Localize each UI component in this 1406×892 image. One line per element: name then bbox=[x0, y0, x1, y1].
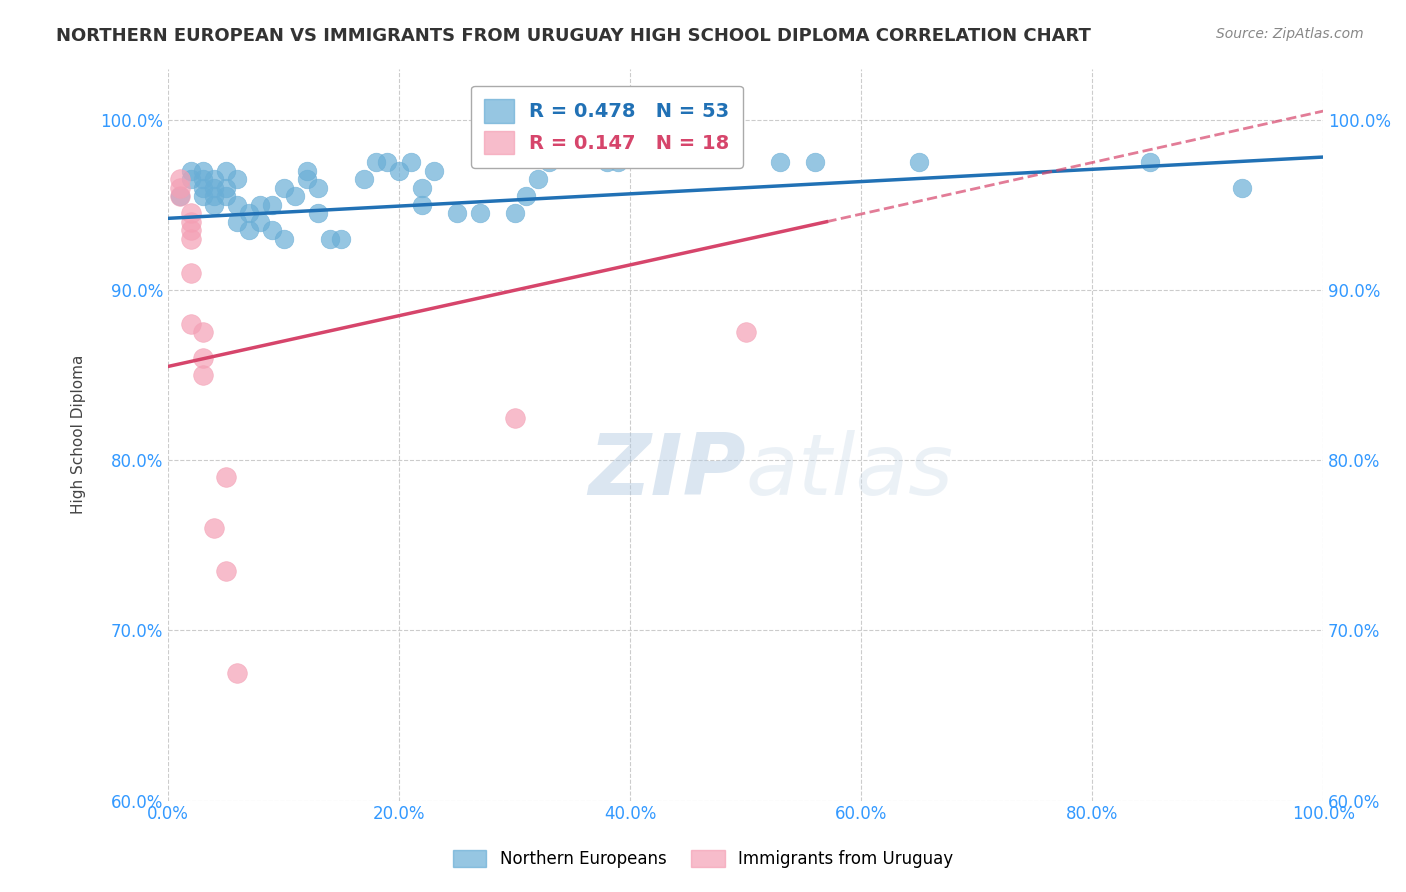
Point bbox=[238, 223, 260, 237]
Point bbox=[607, 155, 630, 169]
Point bbox=[180, 223, 202, 237]
Point bbox=[307, 206, 329, 220]
Point bbox=[538, 155, 561, 169]
Point bbox=[377, 155, 399, 169]
Point bbox=[191, 368, 214, 382]
Point bbox=[191, 163, 214, 178]
Point bbox=[399, 155, 422, 169]
Point bbox=[180, 232, 202, 246]
Point bbox=[411, 198, 433, 212]
Point bbox=[202, 180, 225, 194]
Point bbox=[353, 172, 375, 186]
Point bbox=[273, 180, 295, 194]
Point bbox=[215, 564, 238, 578]
Point bbox=[411, 180, 433, 194]
Point bbox=[284, 189, 307, 203]
Point bbox=[388, 163, 411, 178]
Point bbox=[249, 198, 271, 212]
Point bbox=[191, 189, 214, 203]
Point bbox=[180, 172, 202, 186]
Point bbox=[422, 163, 444, 178]
Point bbox=[238, 206, 260, 220]
Point bbox=[169, 189, 191, 203]
Point bbox=[191, 351, 214, 365]
Point bbox=[596, 155, 619, 169]
Point bbox=[260, 198, 283, 212]
Point bbox=[446, 206, 468, 220]
Point bbox=[468, 206, 491, 220]
Point bbox=[273, 232, 295, 246]
Point bbox=[202, 172, 225, 186]
Point bbox=[226, 665, 249, 680]
Text: ZIP: ZIP bbox=[588, 430, 745, 513]
Legend: R = 0.478   N = 53, R = 0.147   N = 18: R = 0.478 N = 53, R = 0.147 N = 18 bbox=[471, 86, 742, 168]
Point bbox=[295, 172, 318, 186]
Point bbox=[526, 172, 548, 186]
Point bbox=[226, 198, 249, 212]
Point bbox=[215, 470, 238, 484]
Point bbox=[226, 172, 249, 186]
Text: Source: ZipAtlas.com: Source: ZipAtlas.com bbox=[1216, 27, 1364, 41]
Point bbox=[202, 521, 225, 535]
Point bbox=[295, 163, 318, 178]
Point bbox=[908, 155, 931, 169]
Legend: Northern Europeans, Immigrants from Uruguay: Northern Europeans, Immigrants from Urug… bbox=[446, 843, 960, 875]
Point bbox=[503, 410, 526, 425]
Point bbox=[330, 232, 353, 246]
Point bbox=[307, 180, 329, 194]
Point bbox=[226, 215, 249, 229]
Point bbox=[169, 189, 191, 203]
Point bbox=[169, 172, 191, 186]
Point bbox=[180, 206, 202, 220]
Point bbox=[364, 155, 387, 169]
Point bbox=[734, 326, 756, 340]
Y-axis label: High School Diploma: High School Diploma bbox=[72, 355, 86, 515]
Point bbox=[260, 223, 283, 237]
Point bbox=[180, 163, 202, 178]
Point bbox=[1232, 180, 1254, 194]
Point bbox=[180, 215, 202, 229]
Point bbox=[191, 172, 214, 186]
Point bbox=[503, 206, 526, 220]
Point bbox=[202, 198, 225, 212]
Point bbox=[319, 232, 342, 246]
Point bbox=[804, 155, 827, 169]
Point bbox=[249, 215, 271, 229]
Point bbox=[515, 189, 537, 203]
Point bbox=[769, 155, 792, 169]
Point bbox=[1139, 155, 1161, 169]
Point bbox=[191, 326, 214, 340]
Point bbox=[180, 266, 202, 280]
Point bbox=[215, 163, 238, 178]
Point bbox=[202, 189, 225, 203]
Point bbox=[215, 189, 238, 203]
Text: atlas: atlas bbox=[745, 430, 953, 513]
Point bbox=[191, 180, 214, 194]
Point bbox=[180, 317, 202, 331]
Point bbox=[215, 180, 238, 194]
Point bbox=[169, 180, 191, 194]
Text: NORTHERN EUROPEAN VS IMMIGRANTS FROM URUGUAY HIGH SCHOOL DIPLOMA CORRELATION CHA: NORTHERN EUROPEAN VS IMMIGRANTS FROM URU… bbox=[56, 27, 1091, 45]
